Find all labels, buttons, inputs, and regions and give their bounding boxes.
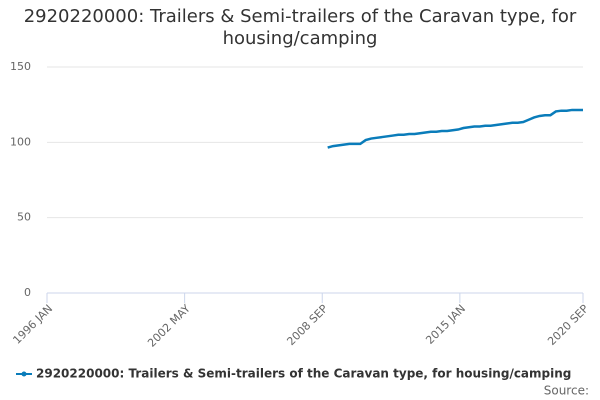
chart-title: 2920220000: Trailers & Semi-trailers of … bbox=[23, 6, 577, 49]
y-tick-label: 50 bbox=[17, 211, 31, 224]
legend-item: 2920220000: Trailers & Semi-trailers of … bbox=[16, 367, 571, 381]
x-tick-label: 2020 SEP bbox=[545, 302, 591, 348]
y-tick-label: 150 bbox=[10, 60, 31, 73]
data-line bbox=[327, 108, 583, 149]
legend-marker bbox=[21, 371, 27, 377]
y-tick-label: 0 bbox=[24, 286, 31, 299]
x-tick-label: 2008 SEP bbox=[284, 302, 330, 348]
x-tick-label: 2002 MAY bbox=[145, 302, 193, 350]
x-tick-label: 1996 JAN bbox=[10, 302, 55, 347]
source-label: Source: bbox=[544, 384, 589, 398]
x-tick-label: 2015 JAN bbox=[423, 302, 468, 347]
y-tick-label: 100 bbox=[10, 135, 31, 148]
legend-label: 2920220000: Trailers & Semi-trailers of … bbox=[36, 367, 571, 381]
